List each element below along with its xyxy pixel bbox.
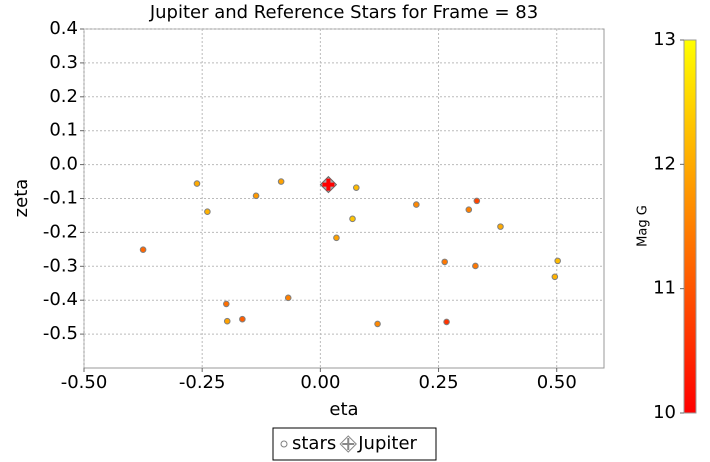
- colorbar-tick-label: 13: [653, 29, 676, 50]
- legend-marker: [280, 440, 288, 448]
- star-point: [551, 273, 559, 281]
- legend-label: Jupiter: [357, 433, 417, 454]
- y-tick-label: -0.1: [43, 188, 78, 209]
- colorbar: [683, 39, 697, 414]
- star-point: [333, 234, 340, 242]
- x-tick-label: 0.00: [300, 372, 340, 393]
- y-axis-label: zeta: [11, 179, 32, 218]
- chart-title: Jupiter and Reference Stars for Frame = …: [149, 2, 538, 23]
- star-point: [204, 208, 211, 216]
- colorbar-label: Mag G: [636, 205, 651, 247]
- y-tick-label: 0.3: [49, 52, 78, 73]
- star-point: [554, 257, 561, 265]
- star-point: [413, 201, 420, 208]
- star-point: [352, 184, 360, 191]
- colorbar-tick-label: 10: [653, 402, 676, 423]
- x-axis-label: eta: [329, 399, 358, 420]
- star-point: [374, 320, 381, 328]
- colorbar-tick-label: 11: [653, 278, 676, 299]
- star-point: [473, 197, 481, 205]
- y-tick-label: 0.4: [49, 18, 78, 39]
- star-point: [222, 300, 230, 308]
- star-point: [139, 246, 147, 253]
- y-tick-label: -0.3: [43, 255, 78, 276]
- jupiter-point: [319, 175, 338, 194]
- star-point: [193, 180, 201, 187]
- star-point: [252, 192, 260, 200]
- star-point: [223, 317, 231, 325]
- y-tick-label: 0.0: [49, 154, 78, 175]
- x-tick-label: -0.25: [179, 372, 226, 393]
- star-point: [465, 206, 473, 213]
- legend-marker: [339, 435, 357, 453]
- x-tick-label: -0.50: [61, 372, 108, 393]
- star-point: [284, 294, 292, 302]
- star-point: [277, 178, 285, 185]
- star-point: [441, 258, 448, 266]
- y-tick-label: -0.4: [43, 289, 78, 310]
- x-tick-label: 0.25: [419, 372, 459, 393]
- y-tick-label: -0.5: [43, 323, 78, 344]
- x-tick-label: 0.50: [537, 372, 577, 393]
- star-point: [239, 315, 246, 323]
- y-tick-label: -0.2: [43, 221, 78, 242]
- star-point: [472, 262, 479, 270]
- star-point: [349, 215, 356, 223]
- y-tick-label: 0.2: [49, 86, 78, 107]
- star-point: [443, 318, 450, 326]
- colorbar-tick-label: 12: [653, 153, 676, 174]
- y-tick-label: 0.1: [49, 120, 78, 141]
- star-point: [497, 223, 504, 230]
- legend-label: stars: [292, 433, 336, 454]
